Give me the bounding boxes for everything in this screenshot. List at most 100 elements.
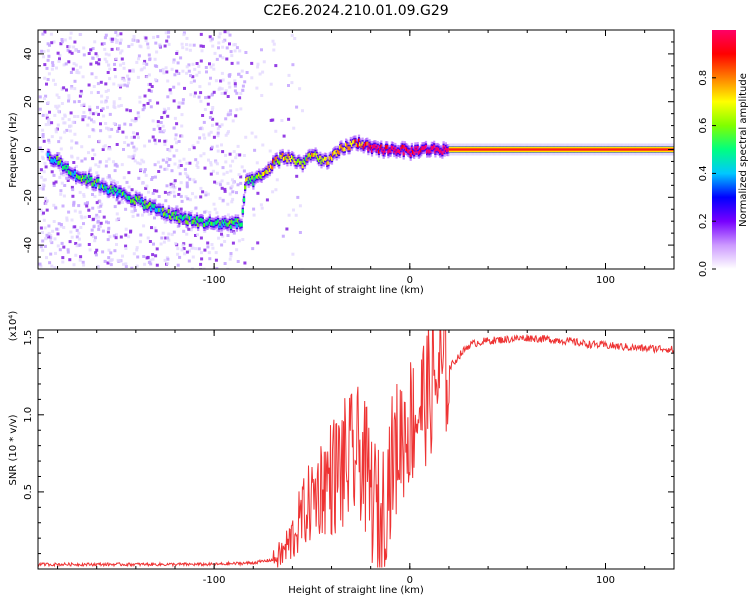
- y-tick-label: 1.5: [23, 330, 34, 346]
- noise-speck: [52, 79, 55, 82]
- colorbar-tick-label: 0.6: [698, 118, 709, 134]
- noise-speck: [113, 68, 116, 71]
- noise-speck: [68, 258, 71, 261]
- noise-speck: [145, 37, 148, 40]
- noise-speck: [162, 159, 165, 162]
- noise-speck: [106, 96, 109, 99]
- noise-speck: [295, 214, 298, 217]
- noise-speck: [149, 240, 152, 243]
- noise-speck: [166, 168, 169, 171]
- noise-speck: [178, 256, 181, 259]
- noise-speck: [227, 113, 230, 116]
- noise-speck: [57, 140, 60, 143]
- y-tick-label: -40: [23, 237, 34, 253]
- noise-speck: [148, 140, 151, 143]
- noise-speck: [127, 81, 130, 84]
- noise-speck: [214, 208, 217, 211]
- noise-speck: [148, 89, 151, 92]
- noise-speck: [92, 218, 95, 221]
- noise-speck: [197, 166, 200, 169]
- noise-speck: [156, 102, 159, 105]
- noise-speck: [136, 161, 139, 164]
- noise-speck: [132, 131, 135, 134]
- noise-speck: [88, 215, 91, 218]
- noise-speck: [154, 176, 157, 179]
- noise-speck: [59, 248, 62, 251]
- noise-speck: [114, 75, 117, 78]
- noise-speck: [110, 259, 113, 262]
- noise-speck: [222, 79, 225, 82]
- noise-speck: [189, 244, 192, 247]
- noise-speck: [91, 149, 94, 152]
- noise-speck: [231, 190, 234, 193]
- noise-speck: [298, 87, 301, 90]
- noise-speck: [67, 60, 70, 63]
- noise-speck: [212, 170, 215, 173]
- noise-speck: [238, 173, 241, 176]
- noise-speck: [94, 236, 97, 239]
- noise-speck: [113, 122, 116, 125]
- noise-speck: [188, 70, 191, 73]
- noise-speck: [69, 240, 72, 243]
- y-tick-label: -20: [23, 189, 34, 205]
- noise-speck: [143, 263, 146, 266]
- noise-speck: [225, 58, 228, 61]
- noise-speck: [100, 100, 103, 103]
- noise-speck: [58, 57, 61, 60]
- noise-speck: [57, 52, 60, 55]
- noise-speck: [147, 46, 150, 49]
- noise-speck: [108, 68, 111, 71]
- noise-speck: [69, 37, 72, 40]
- noise-speck: [89, 63, 92, 66]
- spectrogram-ylabel: Frequency (Hz): [8, 112, 19, 188]
- noise-speck: [201, 49, 204, 52]
- noise-speck: [130, 156, 133, 159]
- noise-speck: [99, 205, 102, 208]
- noise-speck: [42, 114, 45, 117]
- noise-speck: [98, 210, 101, 213]
- noise-speck: [39, 187, 42, 190]
- noise-speck: [228, 74, 231, 77]
- noise-speck: [162, 71, 165, 74]
- noise-speck: [221, 123, 224, 126]
- noise-speck: [204, 108, 207, 111]
- noise-speck: [201, 114, 204, 117]
- noise-speck: [47, 59, 50, 62]
- noise-speck: [44, 245, 47, 248]
- noise-speck: [216, 58, 219, 61]
- noise-speck: [200, 33, 203, 36]
- noise-speck: [145, 185, 148, 188]
- noise-speck: [200, 60, 203, 63]
- noise-speck: [115, 243, 118, 246]
- noise-speck: [199, 91, 202, 94]
- noise-speck: [241, 89, 244, 92]
- noise-speck: [172, 61, 175, 64]
- noise-speck: [44, 226, 47, 229]
- noise-speck: [181, 113, 184, 116]
- noise-speck: [220, 233, 223, 236]
- noise-speck: [131, 142, 134, 145]
- noise-speck: [71, 188, 74, 191]
- noise-speck: [188, 162, 191, 165]
- noise-speck: [213, 181, 216, 184]
- noise-speck: [124, 234, 127, 237]
- noise-speck: [126, 84, 129, 87]
- noise-speck: [190, 81, 193, 84]
- noise-speck: [242, 85, 245, 88]
- noise-speck: [102, 145, 105, 148]
- noise-speck: [228, 82, 231, 85]
- noise-speck: [52, 64, 55, 67]
- noise-speck: [196, 233, 199, 236]
- noise-speck: [133, 252, 136, 255]
- noise-speck: [199, 154, 202, 157]
- noise-speck: [155, 65, 158, 68]
- noise-speck: [107, 256, 110, 259]
- noise-speck: [189, 49, 192, 52]
- spectrogram-panel: -100 0 100-40-2002040 Height of straight l…: [8, 30, 675, 296]
- noise-speck: [120, 84, 123, 87]
- noise-speck: [79, 33, 82, 36]
- noise-speck: [157, 161, 160, 164]
- noise-speck: [69, 130, 72, 133]
- noise-speck: [146, 43, 149, 46]
